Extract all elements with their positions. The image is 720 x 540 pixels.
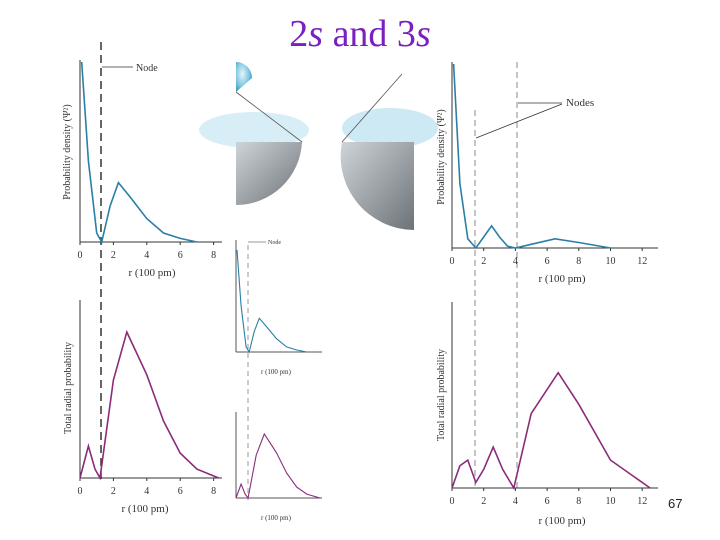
x-tick-label: 10 (606, 496, 616, 507)
x-ticks-2s-density: 0 2 4 6 8 (78, 242, 216, 261)
x-tick-label: 8 (211, 486, 216, 497)
x-ticks-3s-radial: 0 2 4 6 8 10 12 (450, 488, 647, 507)
x-tick-label: 6 (178, 250, 183, 261)
inset-curve-density (236, 249, 307, 354)
curve-2s-radial (79, 329, 220, 481)
x-tick-label: 6 (178, 486, 183, 497)
curve-2s-density (80, 61, 198, 245)
xlabel-2s-radial: r (100 pm) (121, 503, 168, 515)
x-ticks-2s-radial: 0 2 4 6 8 (78, 478, 216, 497)
plot-2s-density: Probability density (Ψ²) Node 0 2 4 6 8 r (1… (62, 60, 222, 279)
x-tick-label: 4 (513, 496, 518, 507)
xlabel-3s-radial: r (100 pm) (538, 515, 585, 527)
ylabel-3s-density: Probability density (Ψ²) (436, 109, 447, 204)
x-tick-label: 0 (450, 496, 455, 507)
xlabel-3s-density: r (100 pm) (538, 273, 585, 285)
x-tick-label: 2 (111, 250, 116, 261)
plot-2s-radial: Total radial probability 0 2 4 6 8 r (100 pm… (63, 300, 222, 515)
x-tick-label: 8 (576, 496, 581, 507)
x-tick-label: 10 (606, 256, 616, 267)
x-tick-label: 6 (545, 496, 550, 507)
x-tick-label: 12 (637, 496, 647, 507)
x-tick-label: 6 (545, 256, 550, 267)
axes-2s-radial (79, 300, 222, 479)
x-tick-label: 0 (78, 250, 83, 261)
ylabel-2s-density: Probability density (Ψ²) (62, 104, 73, 199)
ylabel-2s-radial: Total radial probability (63, 342, 74, 434)
x-tick-label: 8 (211, 250, 216, 261)
node-label-2s: Node (136, 63, 158, 74)
plot-3s-density: Probability density (Ψ²) Nodes 0 2 4 6 8 10 12… (436, 62, 658, 285)
x-tick-label: 2 (111, 486, 116, 497)
orbital-cutaway-3s (340, 73, 438, 230)
x-tick-label: 4 (144, 486, 149, 497)
inset-node-label: Node (268, 240, 281, 246)
axes-3s-radial (451, 302, 658, 489)
plot-3s-radial: Total radial probability 0 2 4 6 8 10 12 r (10… (436, 302, 658, 527)
nodes-pointer-b (475, 103, 563, 139)
inset-curve-radial (235, 432, 321, 500)
inset-2s-radial: r (100 pm) (235, 412, 322, 522)
x-tick-label: 12 (637, 256, 647, 267)
slide-title: 2s and 3s (289, 13, 431, 55)
nodes-label-3s: Nodes (566, 97, 594, 109)
x-tick-label: 4 (144, 250, 149, 261)
curve-3s-radial (451, 371, 651, 491)
inset-2s-density: Node r (100 pm) (235, 240, 322, 376)
x-ticks-3s-density: 0 2 4 6 8 10 12 (450, 248, 647, 267)
ylabel-3s-radial: Total radial probability (436, 349, 447, 441)
inset-xlabel-radial: r (100 pm) (261, 514, 292, 522)
x-tick-label: 0 (78, 486, 83, 497)
x-tick-label: 2 (481, 496, 486, 507)
page-number: 67 (668, 496, 683, 511)
x-tick-label: 8 (576, 256, 581, 267)
xlabel-2s-density: r (100 pm) (128, 267, 175, 279)
x-tick-label: 0 (450, 256, 455, 267)
x-tick-label: 2 (481, 256, 486, 267)
inset-xlabel-density: r (100 pm) (261, 368, 292, 376)
axes-3s-density (451, 62, 658, 249)
x-tick-label: 4 (513, 256, 518, 267)
curve-3s-density (452, 63, 611, 250)
axes-2s-density (79, 60, 222, 243)
orbital-cutaway-2s (199, 62, 309, 206)
